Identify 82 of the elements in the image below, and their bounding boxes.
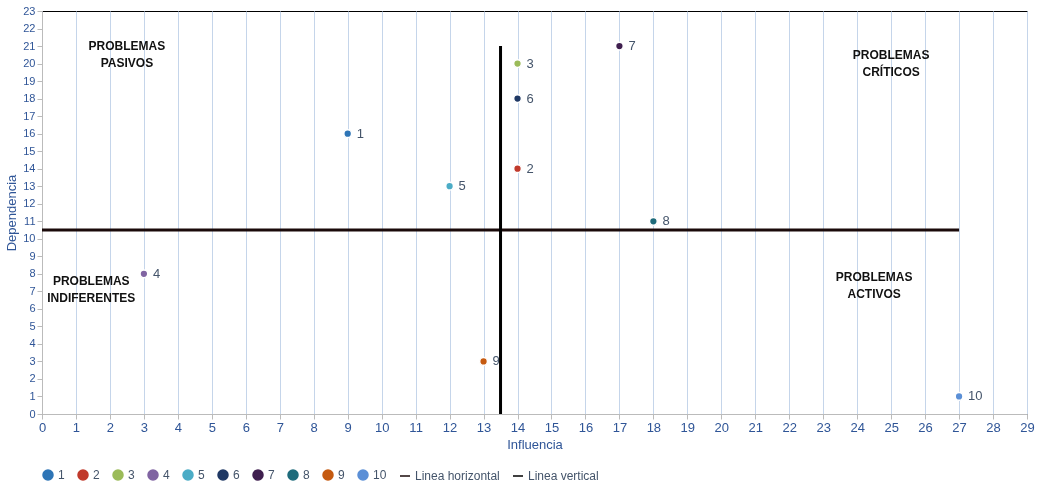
y-tick-label: 14 — [23, 162, 36, 175]
x-tick-label: 6 — [242, 419, 250, 435]
text: 8 — [662, 213, 670, 229]
text: 10 — [968, 388, 983, 404]
legend-label: 1 — [58, 468, 65, 482]
x-tick-label: 17 — [612, 419, 628, 435]
y-tick-label: 9 — [29, 249, 36, 262]
legend-label: 10 — [373, 468, 387, 482]
legend-label: 3 — [128, 468, 135, 482]
text: 1 — [356, 125, 364, 141]
y-axis-title: Dependencia — [4, 173, 20, 252]
text: 3 — [526, 55, 534, 71]
x-tick-label: 28 — [986, 419, 1001, 435]
point — [343, 129, 353, 139]
x-tick-label: 22 — [782, 419, 797, 435]
text: 6 — [526, 90, 534, 106]
y-tick-label: 11 — [24, 214, 36, 227]
y-tick-label: 21 — [23, 39, 36, 52]
text: 7 — [628, 38, 636, 54]
x-tick-label: 5 — [208, 419, 216, 435]
y-tick-label: 7 — [29, 284, 36, 297]
y-tick-label: 1 — [29, 389, 36, 402]
x-tick-label: 25 — [884, 419, 899, 435]
y-tick-label: 18 — [23, 92, 36, 105]
legend-label: 8 — [303, 468, 310, 482]
x-tick-label: 18 — [646, 419, 662, 435]
annotation: PROBLEMAS INDIFERENTES — [47, 273, 136, 305]
legend-label: 2 — [93, 468, 100, 482]
y-tick-label: 5 — [29, 319, 36, 332]
y-tick-label: 23 — [23, 4, 36, 17]
x-tick-label: 14 — [510, 419, 526, 435]
x-tick-label: 9 — [344, 419, 352, 435]
x-tick-label: 29 — [1020, 419, 1035, 435]
text: 5 — [458, 178, 466, 194]
y-tick-label: 10 — [23, 232, 36, 245]
x-tick-label: 12 — [442, 419, 458, 435]
x-tick-label: 8 — [310, 419, 318, 435]
x-tick-label: 10 — [374, 419, 390, 435]
y-tick-label: 0 — [29, 407, 36, 420]
x-tick-label: 20 — [714, 419, 730, 435]
legend-label: 9 — [338, 468, 345, 482]
y-tick-label: 19 — [23, 74, 36, 87]
text: 4 — [152, 265, 161, 281]
x-tick-label: 26 — [918, 419, 933, 435]
x-tick-label: 11 — [409, 419, 423, 435]
y-tick-label: 17 — [23, 109, 36, 122]
y-tick-label: 15 — [23, 144, 36, 157]
x-tick-label: 21 — [748, 419, 764, 435]
x-tick-label: 2 — [106, 419, 115, 435]
y-tick-label: 20 — [23, 57, 36, 70]
y-tick-label: 2 — [29, 372, 36, 385]
y-tick-label: 13 — [23, 179, 36, 192]
legend-label: Linea horizontal — [415, 469, 500, 483]
y-tick-label: 12 — [23, 197, 36, 210]
x-tick-label: 13 — [476, 419, 492, 435]
annotation: PROBLEMAS PASIVOS — [88, 39, 166, 71]
legend-label: 6 — [233, 468, 240, 482]
x-axis-title: Influencia — [507, 436, 564, 452]
legend-label: 4 — [163, 468, 170, 482]
y-tick-label: 8 — [29, 267, 36, 280]
x-tick-label: 7 — [276, 419, 284, 435]
annotation: PROBLEMAS CRÍTICOS — [852, 47, 930, 79]
x-tick-label: 23 — [816, 419, 831, 435]
legend-label: 7 — [268, 468, 275, 482]
legend-label: 5 — [198, 468, 205, 482]
x-tick-label: 24 — [850, 419, 865, 435]
y-tick-label: 6 — [29, 302, 36, 315]
y-tick-label: 4 — [29, 337, 36, 350]
x-tick-label: 4 — [174, 419, 182, 435]
y-tick-label: 3 — [29, 354, 36, 367]
x-tick-label: 1 — [72, 419, 81, 435]
y-tick-label: 16 — [23, 127, 36, 140]
x-tick-label: 15 — [544, 419, 560, 435]
text: 2 — [526, 160, 534, 176]
text: 9 — [492, 353, 500, 369]
x-tick-label: 16 — [578, 419, 594, 435]
legend-label: Linea vertical — [528, 469, 599, 483]
annotation: PROBLEMAS ACTIVOS — [835, 270, 913, 302]
y-tick-label: 22 — [23, 22, 36, 35]
x-tick-label: 3 — [140, 419, 149, 435]
x-tick-label: 27 — [952, 419, 967, 435]
x-tick-label: 19 — [680, 419, 696, 435]
